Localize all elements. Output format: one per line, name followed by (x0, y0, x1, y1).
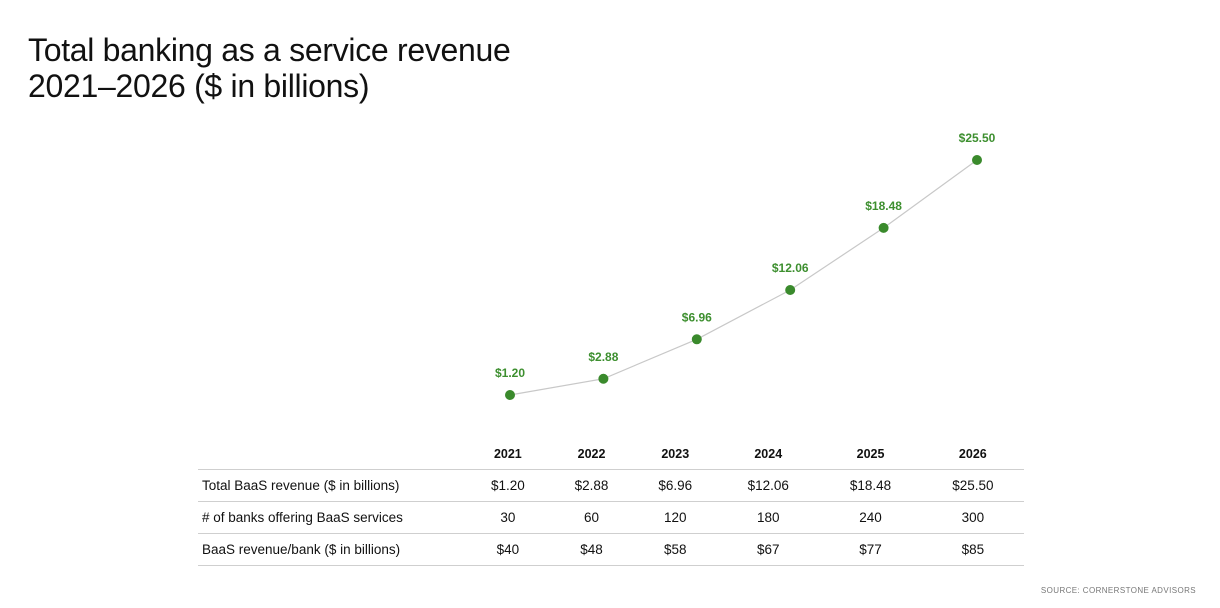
table-cell: $12.06 (717, 469, 820, 502)
table-cell: 240 (819, 501, 922, 534)
data-point (505, 390, 515, 400)
table-cell: 180 (717, 501, 820, 534)
series-points (505, 155, 982, 400)
table-cell: 120 (633, 501, 718, 534)
row-label: # of banks offering BaaS services (198, 501, 466, 534)
table-header-year: 2026 (921, 438, 1024, 470)
source-note: SOURCE: CORNERSTONE ADVISORS (1040, 586, 1196, 595)
table-header-year: 2024 (717, 438, 820, 470)
table-cell: $40 (466, 533, 550, 566)
table-header-row: 2021 2022 2023 2024 2025 2026 (198, 438, 1024, 470)
table-cell: $58 (633, 533, 718, 566)
table-row: # of banks offering BaaS services 30 60 … (198, 501, 1024, 534)
data-label: $25.50 (959, 131, 996, 145)
table-row: Total BaaS revenue ($ in billions) $1.20… (198, 469, 1024, 502)
data-label: $12.06 (772, 261, 809, 275)
table-header-year: 2022 (549, 438, 634, 470)
row-label: Total BaaS revenue ($ in billions) (198, 469, 466, 502)
data-point (598, 373, 609, 384)
table-cell: $85 (921, 533, 1024, 566)
table-cell: $25.50 (921, 469, 1024, 502)
row-label: BaaS revenue/bank ($ in billions) (198, 533, 466, 566)
data-label: $6.96 (682, 310, 712, 324)
table-cell: $67 (717, 533, 820, 566)
series-lines (509, 159, 978, 396)
table-cell: $18.48 (819, 469, 922, 502)
data-point (785, 284, 796, 295)
line-chart: $1.20 $2.88 $6.96 $12.06 $18.48 $25.50 (495, 131, 996, 400)
data-point (878, 222, 889, 233)
table-cell: 60 (549, 501, 634, 534)
data-point (691, 334, 702, 345)
data-labels: $1.20 $2.88 $6.96 $12.06 $18.48 $25.50 (495, 131, 996, 380)
table-header-year: 2021 (466, 438, 550, 470)
table-row: BaaS revenue/bank ($ in billions) $40 $4… (198, 533, 1024, 566)
table-cell: $6.96 (633, 469, 718, 502)
data-label: $2.88 (588, 350, 618, 364)
chart-title-line-1: Total banking as a service revenue (28, 32, 511, 68)
table-header-year: 2023 (633, 438, 718, 470)
table-cell: $2.88 (549, 469, 634, 502)
table-cell: 300 (921, 501, 1024, 534)
table-cell: 30 (466, 501, 550, 534)
table-cell: $77 (819, 533, 922, 566)
chart-title: Total banking as a service revenue 2021–… (28, 32, 511, 104)
chart-title-line-2: 2021–2026 ($ in billions) (28, 68, 370, 104)
table-header-year: 2025 (819, 438, 922, 470)
series-line (509, 159, 978, 396)
table-cell: $48 (549, 533, 634, 566)
data-label: $18.48 (865, 199, 902, 213)
data-table: 2021 2022 2023 2024 2025 2026 Total BaaS… (198, 438, 1024, 566)
table-header-blank (198, 438, 466, 470)
table-cell: $1.20 (466, 469, 550, 502)
data-label: $1.20 (495, 366, 525, 380)
data-point (972, 155, 982, 165)
